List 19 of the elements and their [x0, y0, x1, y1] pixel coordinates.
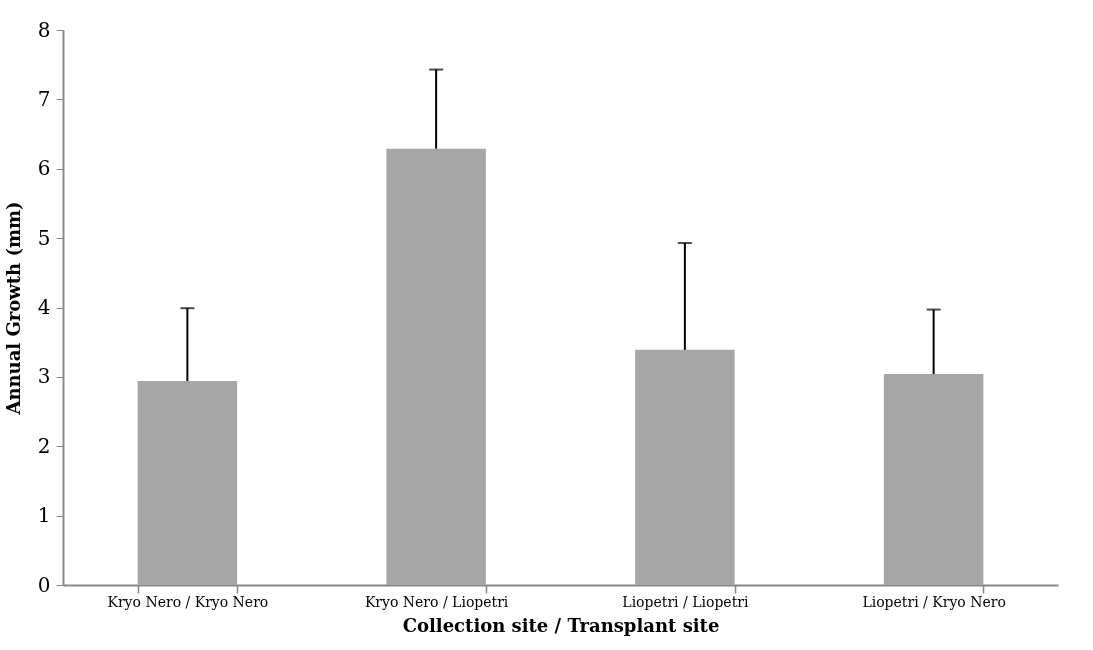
x-tick-label: Liopetri / Liopetri: [622, 593, 749, 610]
y-tick-label: 5: [37, 225, 51, 250]
x-axis-title: Collection site / Transplant site: [402, 614, 720, 636]
bar: [386, 148, 486, 585]
y-tick-label: 3: [37, 364, 51, 389]
x-tick-label: Kryo Nero / Liopetri: [364, 593, 509, 610]
y-tick-label: 1: [37, 503, 51, 528]
y-axis-title: Annual Growth (mm): [2, 201, 24, 416]
bar: [883, 374, 984, 585]
y-tick-label: 2: [37, 433, 51, 458]
y-tick-label: 6: [37, 156, 51, 181]
y-tick-label: 0: [37, 572, 51, 597]
y-tick-label: 8: [37, 17, 51, 42]
bar: [137, 381, 238, 585]
bar: [635, 349, 735, 585]
x-tick-label: Kryo Nero / Kryo Nero: [107, 593, 269, 610]
x-tick-label: Liopetri / Kryo Nero: [862, 593, 1006, 610]
y-tick-label: 4: [37, 295, 51, 319]
y-tick-label: 7: [37, 86, 51, 111]
